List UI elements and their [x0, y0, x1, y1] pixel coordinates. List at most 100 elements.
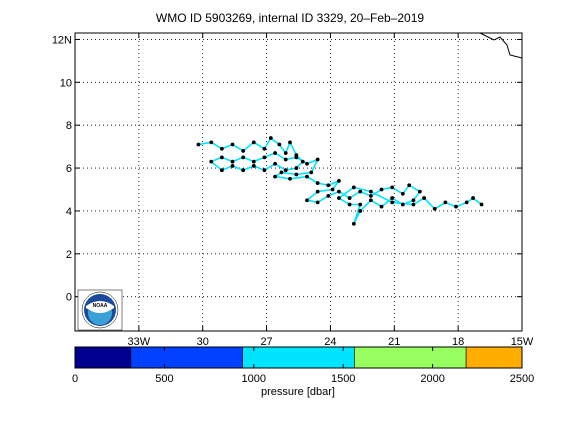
float-position-point	[337, 196, 341, 200]
colorbar-segments	[74, 346, 523, 369]
float-position-point	[219, 168, 224, 173]
float-position-point	[390, 196, 395, 200]
float-position-point	[305, 161, 309, 166]
float-position-point	[368, 189, 373, 194]
float-position-point	[379, 204, 384, 209]
float-position-point	[279, 170, 284, 175]
float-position-point	[326, 194, 331, 198]
colorbar: 0 500 1000 1500 2000 2500 pressure [dbar]	[72, 346, 534, 398]
float-position-point	[358, 189, 363, 194]
float-position-point	[368, 194, 373, 198]
colorbar-ticks: 0 500 1000 1500 2000 2500	[72, 347, 534, 385]
float-position-point	[390, 200, 395, 205]
logo-text: NOAA	[93, 303, 108, 309]
float-position-point	[400, 191, 405, 196]
float-position-point	[454, 204, 458, 209]
float-positions	[196, 136, 484, 226]
colorbar-tick-label: 1000	[242, 373, 266, 385]
float-position-point	[417, 189, 422, 194]
colorbar-label: pressure [dbar]	[261, 386, 335, 398]
float-position-point	[251, 159, 256, 164]
float-position-point	[268, 136, 273, 140]
float-position-point	[358, 209, 363, 213]
float-track-line	[198, 137, 483, 225]
float-position-point	[219, 155, 224, 160]
float-position-point	[273, 174, 277, 179]
y-tick-label: 10	[60, 77, 72, 89]
float-position-point	[400, 202, 405, 207]
colorbar-tick-label: 2000	[420, 373, 444, 385]
chart-title: WMO ID 5903269, internal ID 3329, 20–Feb…	[156, 11, 424, 25]
y-tick-label: 6	[66, 163, 72, 175]
float-position-point	[471, 196, 475, 200]
float-position-point	[305, 198, 309, 203]
float-position-point	[390, 185, 395, 190]
plot-frame	[74, 32, 523, 332]
float-position-point	[262, 168, 267, 173]
float-position-point	[241, 149, 246, 153]
float-position-point	[407, 183, 412, 188]
float-position-point	[432, 206, 437, 211]
float-position-point	[294, 166, 299, 170]
float-position-point	[251, 164, 256, 168]
colorbar-tick-label: 1500	[331, 373, 355, 385]
africa-coastline	[479, 32, 523, 59]
float-position-point	[315, 189, 320, 194]
y-axis-ticks: 0 2 4 6 8 10 12N	[52, 34, 522, 304]
float-position-point	[326, 183, 331, 188]
x-tick-label: 24	[324, 336, 336, 348]
x-axis-ticks: 33W 30 27 24 21 18 15W	[128, 33, 534, 348]
float-position-point	[351, 221, 356, 226]
logo-bird-icon	[86, 301, 114, 313]
y-tick-label: 0	[66, 292, 72, 304]
float-position-point	[337, 189, 341, 194]
colorbar-segment	[465, 346, 523, 369]
float-position-point	[230, 142, 235, 147]
float-position-point	[337, 179, 341, 183]
float-position-point	[294, 172, 299, 177]
float-position-point	[262, 155, 267, 160]
colorbar-tick-label: 0	[72, 373, 78, 385]
float-position-point	[241, 168, 246, 173]
float-position-point	[443, 200, 448, 205]
float-position-point	[288, 140, 292, 145]
float-position-point	[277, 142, 282, 147]
float-position-point	[351, 185, 356, 190]
float-position-point	[422, 196, 426, 200]
float-position-point	[283, 168, 288, 173]
float-position-point	[411, 202, 416, 207]
float-position-point	[251, 140, 256, 145]
float-position-point	[300, 159, 305, 164]
float-position-point	[294, 155, 299, 160]
float-position-point	[283, 157, 288, 162]
x-tick-label: 21	[388, 336, 400, 348]
y-tick-label: 8	[66, 120, 72, 132]
float-position-point	[464, 200, 469, 205]
float-position-point	[315, 157, 320, 162]
plot-background	[75, 33, 522, 331]
float-position-point	[315, 181, 320, 185]
x-tick-label: 15W	[511, 336, 534, 348]
noaa-logo: NOAA	[77, 289, 123, 331]
float-position-point	[219, 146, 224, 151]
float-position-point	[262, 146, 267, 151]
x-tick-label: 30	[197, 336, 209, 348]
x-tick-label: 18	[452, 336, 464, 348]
float-position-point	[368, 198, 373, 203]
float-position-point	[315, 200, 320, 205]
float-position-point	[273, 161, 277, 166]
float-position-point	[347, 202, 352, 207]
colorbar-frame	[74, 346, 523, 369]
colorbar-segment	[354, 346, 467, 369]
colorbar-segment	[242, 346, 355, 369]
float-position-point	[305, 174, 309, 179]
float-position-point	[209, 140, 214, 145]
x-tick-label: 33W	[128, 336, 151, 348]
colorbar-segment	[130, 346, 243, 369]
float-position-point	[288, 176, 292, 181]
x-tick-label: 27	[260, 336, 272, 348]
float-position-point	[273, 151, 277, 155]
float-position-point	[330, 187, 335, 192]
